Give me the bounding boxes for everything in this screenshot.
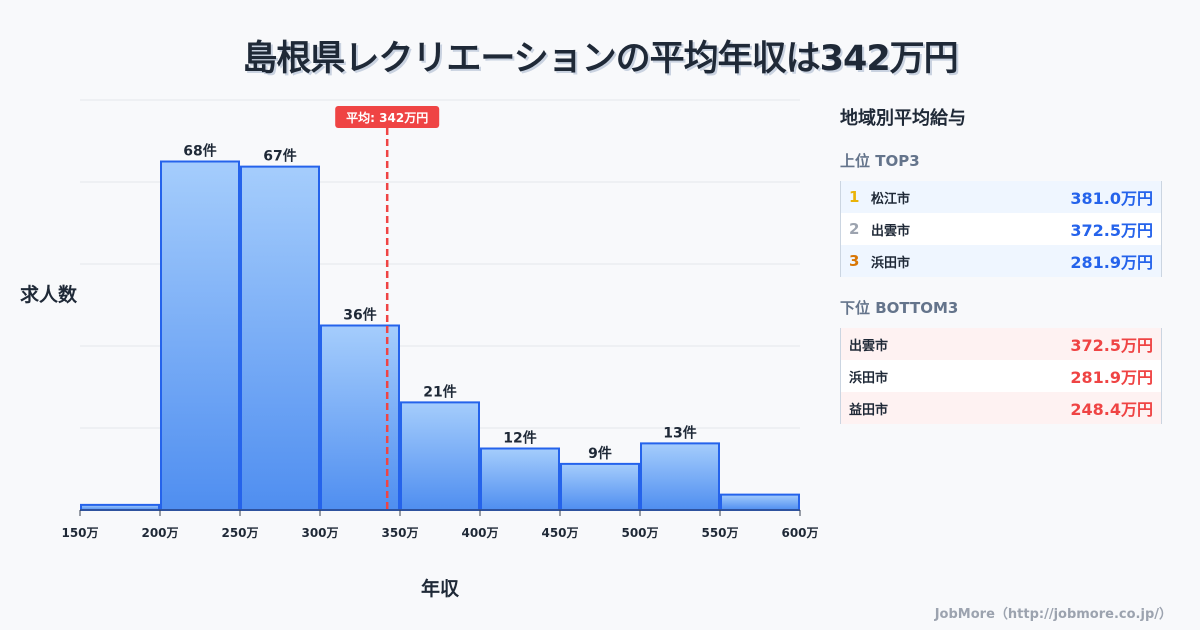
histogram-bar <box>640 442 720 511</box>
bottom3-table: 出雲市 372.5万円 浜田市 281.9万円 益田市 248.4万円 <box>840 328 1162 424</box>
x-tick-label: 150万 <box>61 526 98 540</box>
salary-value: 372.5万円 <box>1070 336 1153 355</box>
histogram-bar <box>720 493 800 511</box>
page-title: 島根県レクリエーションの平均年収は342万円 <box>242 39 958 79</box>
city-name: 松江市 <box>871 191 911 207</box>
histogram-bar <box>400 401 480 511</box>
city-name: 浜田市 <box>871 255 911 271</box>
salary-value: 281.9万円 <box>1070 368 1153 387</box>
bar-data-label: 36件 <box>343 307 376 324</box>
mean-label: 平均: 342万円 <box>346 110 428 125</box>
histogram-bar <box>240 165 320 511</box>
table-row: 出雲市 372.5万円 <box>841 328 1161 360</box>
x-tick-label: 200万 <box>141 526 178 540</box>
bar-data-label: 9件 <box>588 445 612 462</box>
rank: 1 <box>849 188 860 206</box>
bar-data-label: 68件 <box>183 143 216 160</box>
y-axis-label: 求人数 <box>20 284 78 306</box>
x-tick-label: 350万 <box>381 526 418 540</box>
panel-title: 地域別平均給与 <box>840 108 966 129</box>
histogram-bar <box>160 160 240 511</box>
city-name: 益田市 <box>849 402 889 418</box>
bar-data-label: 13件 <box>663 424 696 441</box>
x-tick-label: 550万 <box>701 526 738 540</box>
table-row: 3 浜田市 281.9万円 <box>841 245 1161 277</box>
salary-value: 248.4万円 <box>1070 400 1153 419</box>
mean-badge <box>335 106 440 128</box>
bar-data-label: 12件 <box>503 430 536 447</box>
x-tick-label: 400万 <box>461 526 498 540</box>
histogram-bar <box>80 503 160 511</box>
x-tick-label: 600万 <box>781 526 818 540</box>
city-name: 出雲市 <box>871 223 911 239</box>
x-tick-label: 450万 <box>541 526 578 540</box>
table-row: 1 松江市 381.0万円 <box>841 181 1161 213</box>
x-tick-label: 500万 <box>621 526 658 540</box>
histogram-bar <box>560 462 640 511</box>
histogram-bar <box>480 447 560 511</box>
city-name: 出雲市 <box>849 338 889 354</box>
x-tick-label: 250万 <box>221 526 258 540</box>
x-axis-label: 年収 <box>420 578 459 600</box>
bar-data-label: 21件 <box>423 383 456 400</box>
salary-value: 381.0万円 <box>1070 189 1153 208</box>
table-row: 益田市 248.4万円 <box>841 392 1161 424</box>
bar-data-label: 67件 <box>263 148 296 165</box>
rank: 2 <box>849 220 860 238</box>
regional-salary-panel: 地域別平均給与 上位 TOP3 1 松江市 381.0万円 2 出雲市 372.5万円 … <box>840 104 1162 444</box>
salary-value: 281.9万円 <box>1070 253 1153 272</box>
rank: 3 <box>849 252 860 270</box>
city-name: 浜田市 <box>849 370 889 386</box>
salary-value: 372.5万円 <box>1070 221 1153 240</box>
top3-table: 1 松江市 381.0万円 2 出雲市 372.5万円 3 浜田市 281.9万円 <box>840 181 1162 277</box>
table-row: 2 出雲市 372.5万円 <box>841 213 1161 245</box>
x-tick-label: 300万 <box>301 526 338 540</box>
footer-credit: JobMore（http://jobmore.co.jp/） <box>934 607 1172 622</box>
bottom3-heading: 下位 BOTTOM3 <box>840 299 959 317</box>
table-row: 浜田市 281.9万円 <box>841 360 1161 392</box>
top3-heading: 上位 TOP3 <box>840 152 920 170</box>
